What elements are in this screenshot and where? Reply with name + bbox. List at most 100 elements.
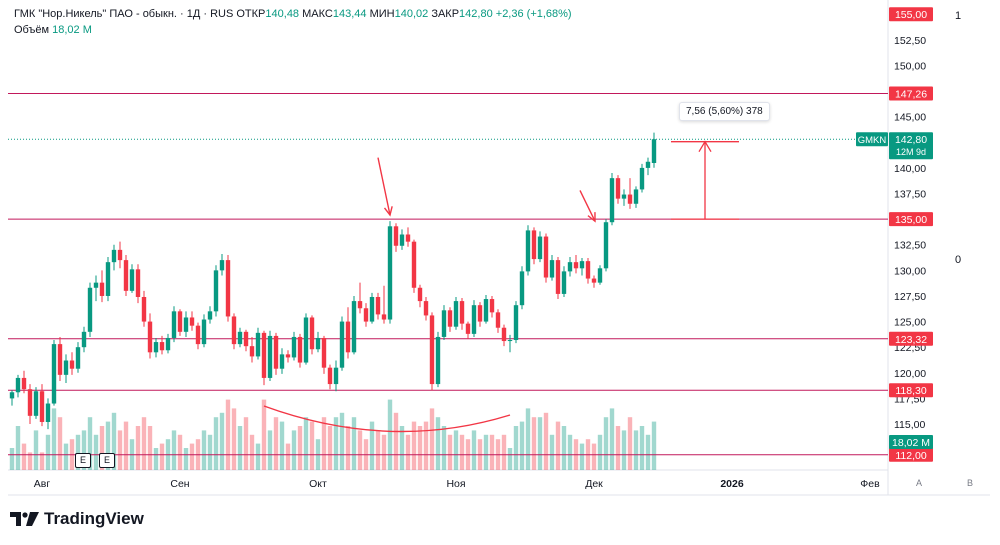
candle-body [609, 178, 615, 223]
x-tick-label: Окт [309, 478, 327, 490]
symbol-title[interactable]: ГМК "Нор.Никель" ПАО - обыкн. · 1Д · RUS [14, 8, 234, 20]
volume-bar [327, 426, 333, 470]
volume-bar [33, 430, 39, 470]
candle-body [519, 271, 525, 306]
volume-bar [273, 417, 279, 470]
candle-body [105, 262, 111, 296]
volume-bar [555, 421, 561, 470]
volume-bar [369, 421, 375, 470]
volume-bar [609, 408, 615, 470]
tradingview-logo[interactable]: TradingView [10, 509, 144, 529]
y-tick-label: 145,00 [894, 112, 926, 124]
candle-body [573, 262, 579, 269]
candle-body [231, 316, 237, 345]
volume-bar [189, 443, 195, 470]
tradingview-logo-text: TradingView [44, 509, 144, 528]
measure-arrow-head [698, 140, 712, 153]
volume-bar [483, 434, 489, 470]
candle-body [393, 226, 399, 246]
candle-body [363, 308, 369, 322]
volume-bar [411, 421, 417, 470]
volume-bar [345, 426, 351, 470]
candle-body [603, 222, 609, 269]
candle-body [147, 321, 153, 353]
volume-bar [435, 417, 441, 470]
candle-body [471, 305, 477, 334]
candle-body [399, 234, 405, 246]
candle-body [537, 236, 543, 260]
candle-body [387, 226, 393, 320]
volume-bar [291, 430, 297, 470]
volume-bar [123, 421, 129, 470]
volume-bar [507, 448, 513, 470]
candle-body [501, 327, 507, 342]
candle-body [315, 337, 321, 350]
candle-body [411, 241, 417, 288]
volume-bar [105, 421, 111, 470]
pane-index-top: 1 [955, 10, 962, 22]
candle-body [285, 354, 291, 358]
candle-body [165, 337, 171, 351]
volume-bar [75, 434, 81, 470]
volume-bar [333, 417, 339, 470]
legend-volume-row: Объём 18,02 M [14, 22, 572, 38]
tradingview-logo-icon [10, 512, 39, 526]
log-scale-button[interactable]: B [966, 478, 973, 488]
annotation-arrow [579, 190, 596, 222]
annotation-arrow [377, 157, 391, 216]
volume-bar [459, 434, 465, 470]
earnings-badge[interactable]: E [75, 453, 91, 468]
candle-body [429, 315, 435, 385]
volume-bar [153, 448, 159, 470]
volume-bar [627, 417, 633, 470]
y-tick-label: 125,00 [894, 317, 926, 329]
volume-bar [57, 417, 63, 470]
volume-bar [21, 443, 27, 470]
x-tick-label: Ноя [446, 478, 465, 490]
volume-bar [357, 430, 363, 470]
close-value: 142,80 [459, 8, 493, 20]
earnings-badge[interactable]: E [99, 453, 115, 468]
candle-body [597, 268, 603, 283]
volume-bar [423, 421, 429, 470]
volume-bar [399, 426, 405, 470]
volume-bar [27, 452, 33, 470]
volume-bar [243, 417, 249, 470]
candle-body [435, 336, 441, 385]
volume-bar [645, 434, 651, 470]
y-tick-label: 132,50 [894, 240, 926, 252]
candle-body [561, 271, 567, 294]
candle-body [381, 314, 387, 320]
candle-body [405, 234, 411, 242]
candle-body [645, 161, 651, 168]
candle-body [93, 282, 99, 288]
volume-bar [87, 417, 93, 470]
last-price-badge: 142,80 [895, 134, 927, 146]
candle-body [51, 344, 57, 404]
volume-badge: 18,02 M [892, 437, 930, 449]
volume-bar [99, 426, 105, 470]
volume-bar [51, 408, 57, 470]
y-tick-label: 137,50 [894, 189, 926, 201]
volume-bar [621, 430, 627, 470]
volume-bar [117, 430, 123, 470]
high-label: МАКС [302, 8, 333, 20]
price-level-badge-bg [889, 212, 933, 227]
candle-body [141, 296, 147, 322]
candle-body [447, 310, 453, 327]
candle-body [417, 287, 423, 302]
volume-bar [225, 399, 231, 470]
top-price-badge-bg [889, 7, 933, 22]
annotation-arrow-head [383, 206, 393, 217]
volume-bar [651, 421, 657, 470]
volume-bar [261, 399, 267, 470]
y-tick-label: 127,50 [894, 291, 926, 303]
volume-bar [549, 434, 555, 470]
candle-body [87, 287, 93, 332]
candle-body [57, 344, 63, 375]
volume-bar [405, 434, 411, 470]
candle-body [477, 305, 483, 322]
volume-bar [81, 430, 87, 470]
auto-scale-button[interactable]: A [915, 478, 922, 488]
